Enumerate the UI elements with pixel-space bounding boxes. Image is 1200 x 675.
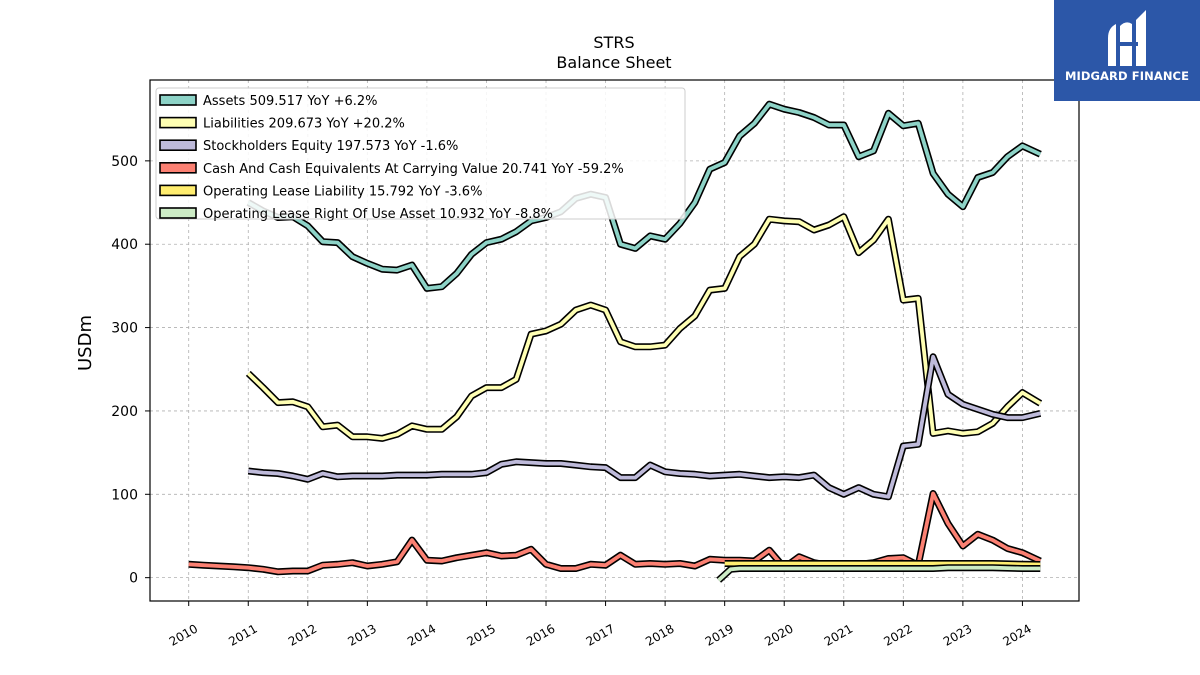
legend-swatch xyxy=(159,94,197,106)
y-tick-label: 300 xyxy=(111,321,138,337)
legend-swatch xyxy=(159,184,197,197)
logo-mark-icon xyxy=(1108,10,1146,66)
logo-text: MIDGARD FINANCE xyxy=(1064,69,1190,83)
legend-label: Operating Lease Liability 15.792 YoY -3.… xyxy=(203,184,482,199)
series-line xyxy=(717,565,1041,582)
x-tick-label: 2012 xyxy=(286,621,319,648)
series-line xyxy=(246,214,1042,441)
chart-title: STRS xyxy=(593,33,634,52)
series-0 xyxy=(246,100,1042,292)
legend-label: Operating Lease Right Of Use Asset 10.93… xyxy=(203,207,553,222)
series-3 xyxy=(188,490,1042,576)
y-tick-label: 0 xyxy=(129,571,138,587)
axes: 0 100 200 300 400 500 2010 2011 2012 2013 2014 2015… xyxy=(111,154,1034,649)
series-layer xyxy=(188,100,1043,583)
plot-frame xyxy=(149,79,1080,602)
x-tick-label: 2016 xyxy=(524,621,557,648)
series-line xyxy=(724,561,1041,567)
x-tick-label: 2013 xyxy=(345,621,378,648)
series-line xyxy=(248,354,1041,499)
y-tick-label: 100 xyxy=(111,487,138,503)
y-tick-label: 400 xyxy=(111,237,138,253)
x-tick-label: 2014 xyxy=(405,621,438,648)
series-1 xyxy=(245,213,1043,442)
x-tick-label: 2018 xyxy=(643,621,676,648)
legend-label: Liabilities 209.673 YoY +20.2% xyxy=(203,117,405,132)
x-tick-label: 2020 xyxy=(762,621,795,648)
legend-item: Liabilities 209.673 YoY +20.2% xyxy=(159,116,405,132)
chart-subtitle: Balance Sheet xyxy=(556,53,671,72)
series-line xyxy=(247,102,1042,291)
series-2 xyxy=(247,353,1042,501)
x-tick-label: 2023 xyxy=(941,621,974,648)
legend-item: Cash And Cash Equivalents At Carrying Va… xyxy=(159,162,624,177)
series-5 xyxy=(716,564,1041,583)
x-tick-label: 2010 xyxy=(167,621,200,648)
y-axis-label: USDm xyxy=(75,315,96,371)
x-tick-label: 2021 xyxy=(822,621,855,648)
legend-item: Stockholders Equity 197.573 YoY -1.6% xyxy=(159,139,458,154)
legend-swatch xyxy=(159,207,197,219)
x-tick-label: 2024 xyxy=(1000,621,1033,648)
x-tick-label: 2022 xyxy=(881,621,914,648)
y-tick-label: 200 xyxy=(111,404,138,420)
x-tick-label: 2019 xyxy=(703,621,736,648)
legend-item: Assets 509.517 YoY +6.2% xyxy=(159,94,378,109)
legend-swatch xyxy=(159,139,197,151)
series-line xyxy=(188,491,1042,574)
legend-swatch xyxy=(159,162,197,174)
midgard-finance-logo: MIDGARD FINANCE xyxy=(1054,0,1200,101)
legend-item: Operating Lease Liability 15.792 YoY -3.… xyxy=(159,184,482,199)
x-tick-label: 2011 xyxy=(226,621,259,648)
legend-label: Cash And Cash Equivalents At Carrying Va… xyxy=(203,162,624,177)
x-tick-label: 2015 xyxy=(465,621,498,648)
legend-label: Assets 509.517 YoY +6.2% xyxy=(203,94,378,109)
legend-item: Operating Lease Right Of Use Asset 10.93… xyxy=(159,207,553,222)
legend-swatch xyxy=(159,116,197,129)
series-4 xyxy=(724,560,1041,568)
x-tick-label: 2017 xyxy=(584,621,617,648)
legend-label: Stockholders Equity 197.573 YoY -1.6% xyxy=(203,139,458,154)
legend-box xyxy=(155,87,686,220)
y-tick-label: 500 xyxy=(111,154,138,170)
legend: Assets 509.517 YoY +6.2% Liabilities 209.… xyxy=(155,87,686,222)
